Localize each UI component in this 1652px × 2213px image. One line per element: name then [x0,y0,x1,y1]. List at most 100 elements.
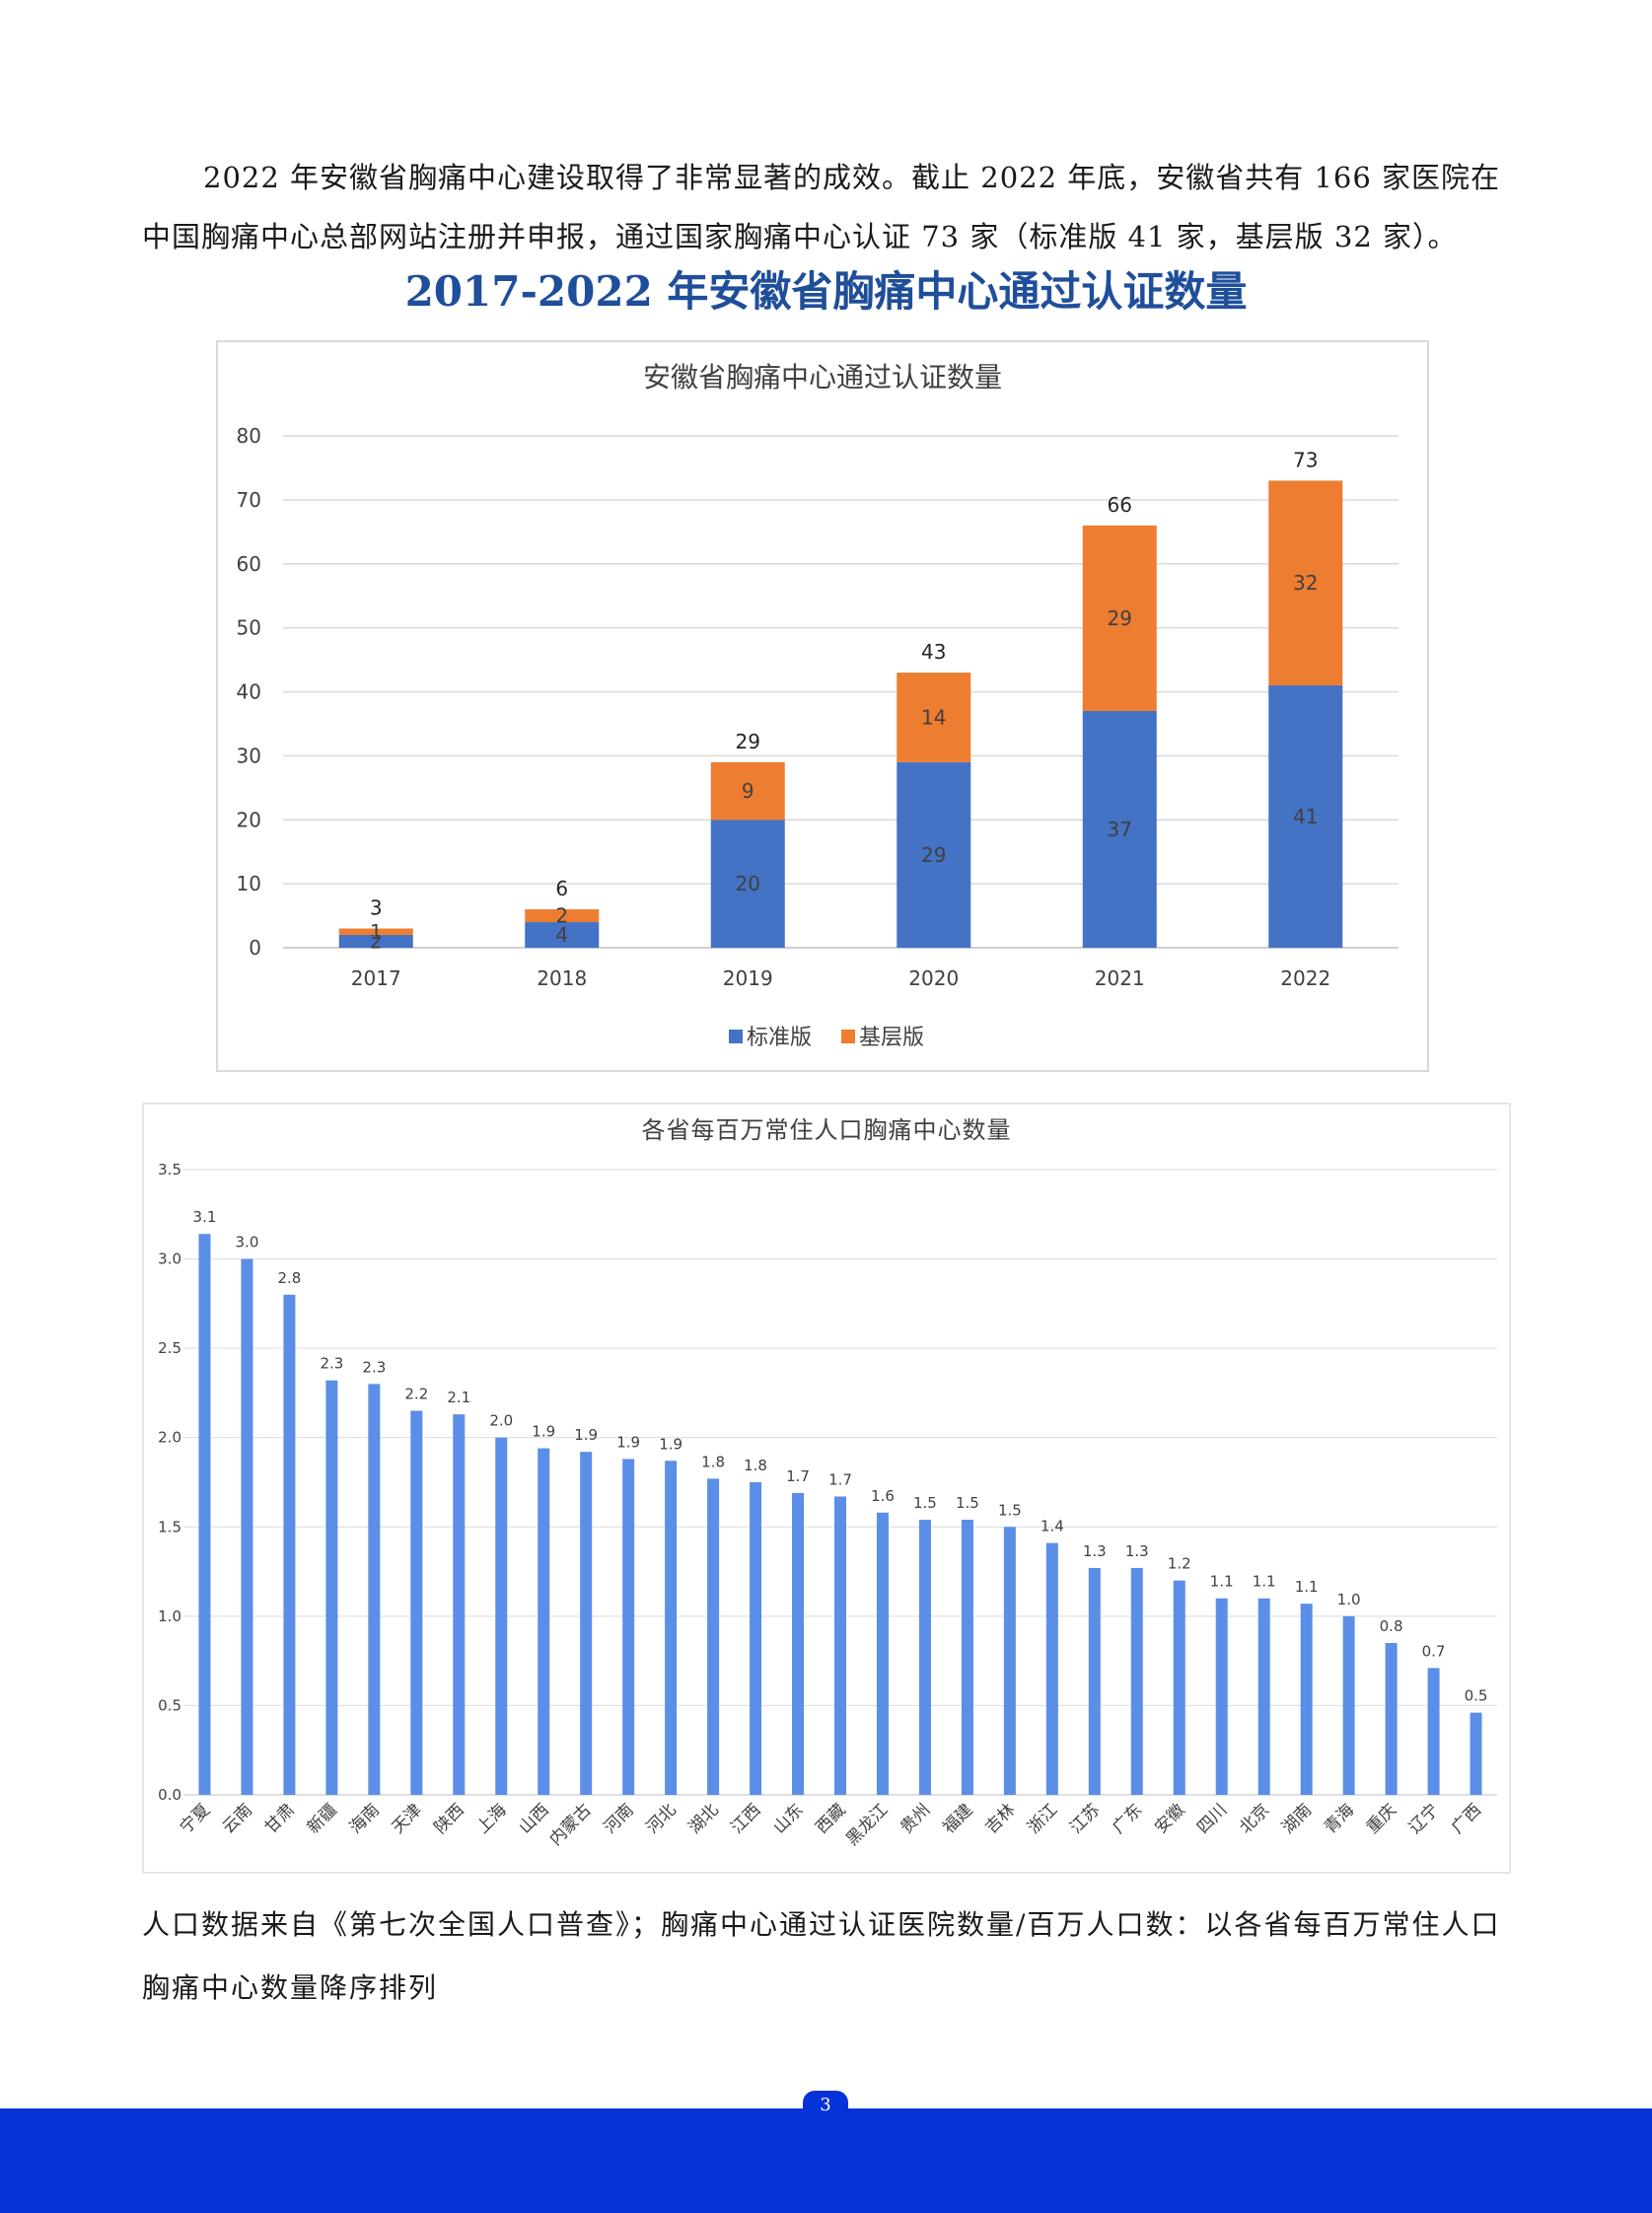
chart2-xtick-label: 天津 [389,1800,426,1837]
chart1-data-label: 41 [1293,805,1318,828]
chart2-xtick-label: 海南 [346,1800,384,1837]
chart1-data-label: 9 [742,779,754,803]
chart2-bar [1088,1567,1101,1795]
chart2-data-label: 1.9 [532,1423,555,1441]
chart2-xtick-label: 西藏 [812,1800,849,1837]
chart2-data-label: 0.7 [1422,1642,1446,1660]
chart2-data-label: 1.9 [659,1435,682,1453]
chart2-bar [283,1294,296,1795]
chart2-data-label: 1.4 [1041,1518,1064,1535]
chart1-data-label: 1 [370,920,383,944]
chart2-xtick-label: 青海 [1321,1800,1358,1837]
chart2-xtick-label: 江西 [727,1800,764,1837]
chart2-bar [961,1520,973,1795]
chart2-data-label: 1.2 [1168,1555,1191,1573]
chart2-bar [834,1496,846,1795]
chart2-bar [1045,1542,1058,1795]
chart2-bar [538,1448,550,1795]
chart1-bar-base [710,761,785,821]
section-title: 2017-2022 年安徽省胸痛中心通过认证数量 [404,267,1248,316]
chart1-xtick-label: 2022 [1280,966,1330,990]
chart2-bar [410,1410,423,1795]
chart1-ytick-label: 10 [237,872,261,895]
chart2-ytick-label: 1.5 [158,1518,181,1535]
chart2-data-label: 2.1 [447,1389,470,1406]
chart1-bar-standard [338,935,413,948]
chart2-ytick-label: 2.0 [158,1429,181,1447]
chart1-bar-base [525,909,600,923]
chart2-data-label: 1.1 [1253,1573,1276,1591]
chart2-xtick-label: 黑龙江 [842,1800,892,1849]
chart2-data-label: 1.7 [786,1467,810,1485]
chart1-legend-swatch [729,1030,743,1043]
chart2-bar [1300,1604,1313,1795]
chart1-data-label: 37 [1108,818,1132,841]
chart2-bar [1173,1580,1185,1795]
chart1-data-label: 29 [1108,607,1132,630]
chart1-xtick-label: 2021 [1095,966,1145,990]
chart2-ytick-label: 1.0 [158,1607,181,1625]
chart1-total-label: 6 [555,877,568,900]
chart2-data-label: 1.9 [574,1426,598,1444]
chart2-ytick-label: 0.5 [158,1696,181,1714]
chart2-data-label: 1.0 [1337,1591,1361,1608]
chart2-ytick-label: 2.5 [158,1339,181,1357]
chart1-bar-standard [1268,685,1343,948]
chart2-data-label: 3.0 [236,1234,259,1251]
chart1-bar-standard [1082,710,1157,948]
chart1-bar-base [1268,480,1343,686]
chart1-bar-standard [897,761,971,948]
chart1-bar-base [338,928,413,936]
chart2-xtick-label: 辽宁 [1405,1800,1443,1837]
chart2-ytick-label: 3.0 [158,1250,181,1268]
chart2-bar [1342,1615,1355,1795]
intro-paragraph: 2022 年安徽省胸痛中心建设取得了非常显著的成效。截止 2022 年底，安徽省… [142,161,1501,253]
chart2-data-label: 1.6 [871,1487,895,1505]
chart1-data-label: 20 [736,872,760,895]
chart2-bar [1385,1643,1398,1795]
chart2-xtick-label: 四川 [1193,1800,1231,1837]
certification-chart: 安徽省胸痛中心通过认证数量 0 10 20 30 40 50 60 70 80 2 1 3 2017 4 2 6… [216,340,1429,1072]
chart1-data-label: 14 [921,705,946,729]
chart1-ytick-label: 40 [237,680,261,704]
chart2-bar [495,1437,508,1795]
chart2-xtick-label: 广东 [1109,1800,1146,1837]
chart2-xtick-label: 江苏 [1066,1800,1104,1837]
chart2-xtick-label: 宁夏 [177,1800,214,1837]
chart1-total-label: 73 [1293,448,1318,471]
chart1-data-label: 2 [555,904,568,928]
chart1-ytick-label: 80 [237,424,261,448]
chart2-data-label: 1.3 [1125,1542,1149,1560]
chart2-bar [1427,1668,1440,1795]
footer-band [0,2108,1652,2213]
chart2-xtick-label: 安徽 [1151,1800,1188,1837]
chart1-total-label: 29 [736,730,760,753]
chart2-bar [453,1414,466,1795]
chart2-bar [707,1478,720,1795]
chart2-bar [241,1258,253,1795]
chart2-data-label: 1.5 [998,1501,1022,1519]
chart2-data-label: 1.7 [828,1470,852,1488]
chart1-total-label: 3 [370,896,383,920]
chart2-bar [792,1492,805,1795]
chart2-xtick-label: 陕西 [431,1800,468,1837]
chart2-xtick-label: 内蒙古 [546,1800,596,1849]
chart2-xtick-label: 河北 [642,1800,680,1837]
chart1-xtick-label: 2020 [908,966,959,990]
chart2-xtick-label: 湖北 [684,1800,722,1837]
chart2-xtick-label: 北京 [1236,1800,1273,1837]
chart2-bar [665,1461,678,1795]
chart2-xtick-label: 河南 [601,1800,638,1837]
chart2-data-label: 0.5 [1465,1687,1488,1705]
chart2-xtick-label: 山东 [769,1800,807,1837]
chart2-data-label: 2.0 [489,1412,513,1430]
chart2-data-label: 1.5 [913,1494,937,1512]
chart2-title: 各省每百万常住人口胸痛中心数量 [642,1116,1012,1144]
chart2-bar [325,1380,338,1795]
chart2-xtick-label: 贵州 [897,1800,934,1837]
chart2-data-label: 2.8 [277,1269,301,1287]
chart2-bar [1130,1567,1143,1795]
chart2-xtick-label: 云南 [219,1800,256,1837]
chart1-legend-swatch [841,1030,855,1043]
chart2-xtick-label: 新疆 [304,1800,341,1837]
